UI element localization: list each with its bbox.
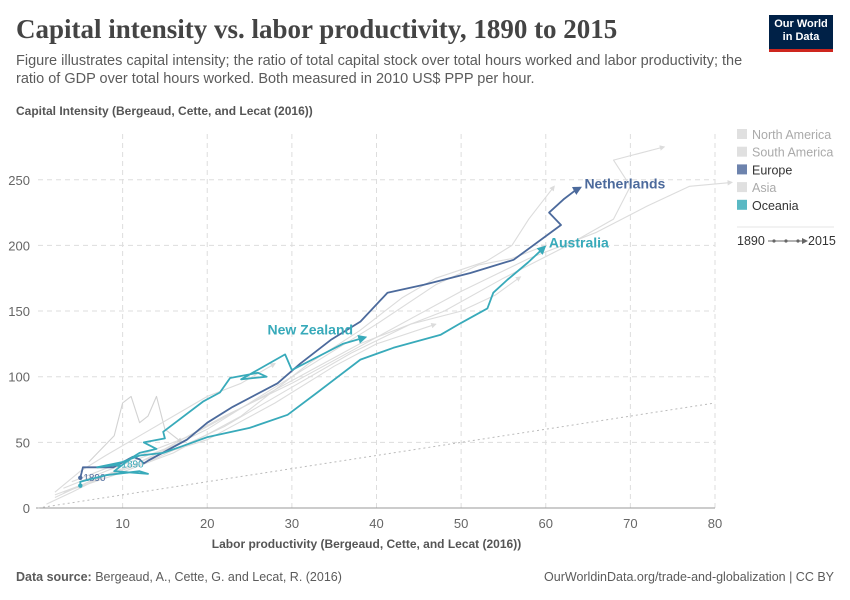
- timeline-start-label: 1890: [737, 234, 765, 248]
- timeline-arrow-icon: [802, 238, 808, 244]
- y-tick-label: 0: [23, 501, 30, 516]
- x-tick-label: 50: [454, 516, 468, 531]
- legend-item[interactable]: South America: [752, 146, 833, 160]
- series-line-background: [88, 395, 183, 463]
- timeline-dot: [772, 239, 776, 243]
- legend-swatch: [737, 199, 747, 210]
- y-tick-label: 250: [8, 173, 30, 188]
- series-line-background: [54, 276, 522, 496]
- chart-title: Capital intensity vs. labor productivity…: [16, 14, 618, 44]
- legend-swatch: [737, 182, 747, 193]
- series-line-background: [54, 363, 276, 493]
- series-line-background: [63, 185, 555, 493]
- series-line-australia: [96, 245, 547, 469]
- y-tick-label: 100: [8, 370, 30, 385]
- y-tick-label: 200: [8, 238, 30, 253]
- legend-swatch: [737, 146, 747, 157]
- source-text: Bergeaud, A., Cette, G. and Lecat, R. (2…: [95, 570, 342, 584]
- x-tick-label: 60: [539, 516, 553, 531]
- timeline-end-label: 2015: [808, 234, 836, 248]
- x-axis-label: Labor productivity (Bergeaud, Cette, and…: [212, 537, 521, 551]
- timeline-dot: [784, 239, 788, 243]
- y-axis-label: Capital Intensity (Bergeaud, Cette, and …: [16, 104, 313, 118]
- legend-item[interactable]: Asia: [752, 181, 776, 195]
- x-tick-label: 30: [285, 516, 299, 531]
- legend-item[interactable]: North America: [752, 128, 831, 142]
- series-label: Netherlands: [584, 176, 665, 192]
- x-tick-label: 80: [708, 516, 722, 531]
- legend-item[interactable]: Oceania: [752, 199, 799, 213]
- legend-swatch: [737, 129, 747, 139]
- series-start-point: [78, 475, 83, 481]
- data-source: Data source: Bergeaud, A., Cette, G. and…: [16, 570, 342, 584]
- series-line-background: [63, 180, 733, 489]
- chart-subtitle: Figure illustrates capital intensity; th…: [16, 53, 743, 87]
- x-tick-label: 10: [115, 516, 129, 531]
- series-line-background: [46, 322, 437, 505]
- series-line-new-zealand: [79, 334, 368, 486]
- series-start-label: 1890: [121, 460, 144, 471]
- x-tick-label: 70: [623, 516, 637, 531]
- x-tick-label: 20: [200, 516, 214, 531]
- series-start-point: [116, 462, 121, 467]
- series-label: Australia: [549, 235, 609, 251]
- timeline-dot: [796, 239, 800, 243]
- source-label: Data source:: [16, 570, 92, 584]
- owid-logo[interactable]: Our World in Data: [769, 15, 833, 52]
- y-tick-label: 50: [16, 435, 30, 450]
- footer-url[interactable]: OurWorldinData.org/trade-and-globalizati…: [544, 570, 834, 584]
- y-tick-label: 150: [8, 304, 30, 319]
- legend-item[interactable]: Europe: [752, 163, 792, 177]
- series-start-point: [78, 483, 83, 488]
- legend-swatch: [737, 164, 747, 175]
- x-tick-label: 40: [369, 516, 383, 531]
- series-line-netherlands: [79, 186, 582, 479]
- series-label: New Zealand: [267, 321, 353, 337]
- reference-line-y-equals-x: [37, 402, 716, 509]
